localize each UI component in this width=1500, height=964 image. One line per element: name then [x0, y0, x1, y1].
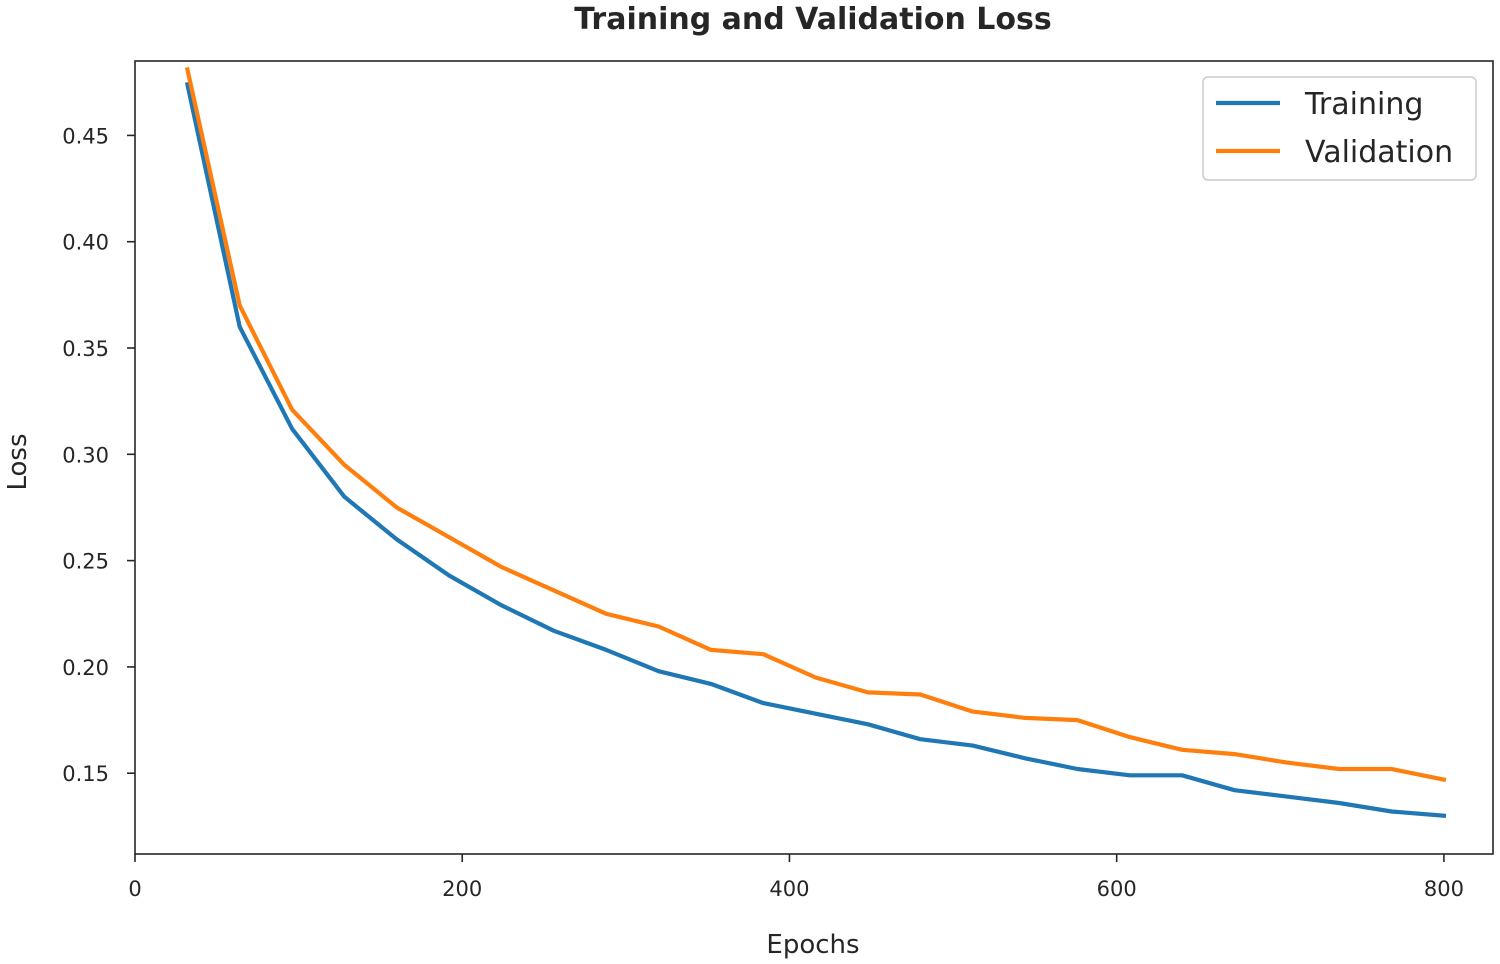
- x-axis: 0 200 400 600 800: [128, 854, 1464, 901]
- series-line-training: [184, 81, 1447, 818]
- y-tick-label: 0.30: [62, 443, 109, 467]
- y-axis-label: Loss: [3, 433, 33, 490]
- x-axis-label: Epochs: [766, 930, 859, 960]
- y-tick-label: 0.45: [62, 124, 109, 148]
- x-tick-label: 400: [769, 877, 809, 901]
- plot-area-frame: [134, 60, 1494, 855]
- y-tick-label: 0.20: [62, 656, 109, 680]
- legend-label-validation: Validation: [1305, 135, 1453, 170]
- x-tick-label: 600: [1097, 877, 1137, 901]
- y-tick-label: 0.35: [62, 337, 109, 361]
- x-tick-label: 800: [1424, 877, 1464, 901]
- series-lines: [184, 66, 1447, 818]
- x-tick-label: 0: [128, 877, 141, 901]
- legend-label-training: Training: [1304, 87, 1423, 122]
- x-tick-label: 200: [442, 877, 482, 901]
- y-tick-label: 0.15: [62, 762, 109, 786]
- series-line-validation: [184, 66, 1447, 783]
- chart-title: Training and Validation Loss: [574, 2, 1052, 37]
- legend: Training Validation: [1202, 76, 1477, 181]
- y-axis: 0.15 0.20 0.25 0.30 0.35 0.40 0.45: [62, 124, 135, 786]
- y-tick-label: 0.25: [62, 550, 109, 574]
- y-tick-label: 0.40: [62, 231, 109, 255]
